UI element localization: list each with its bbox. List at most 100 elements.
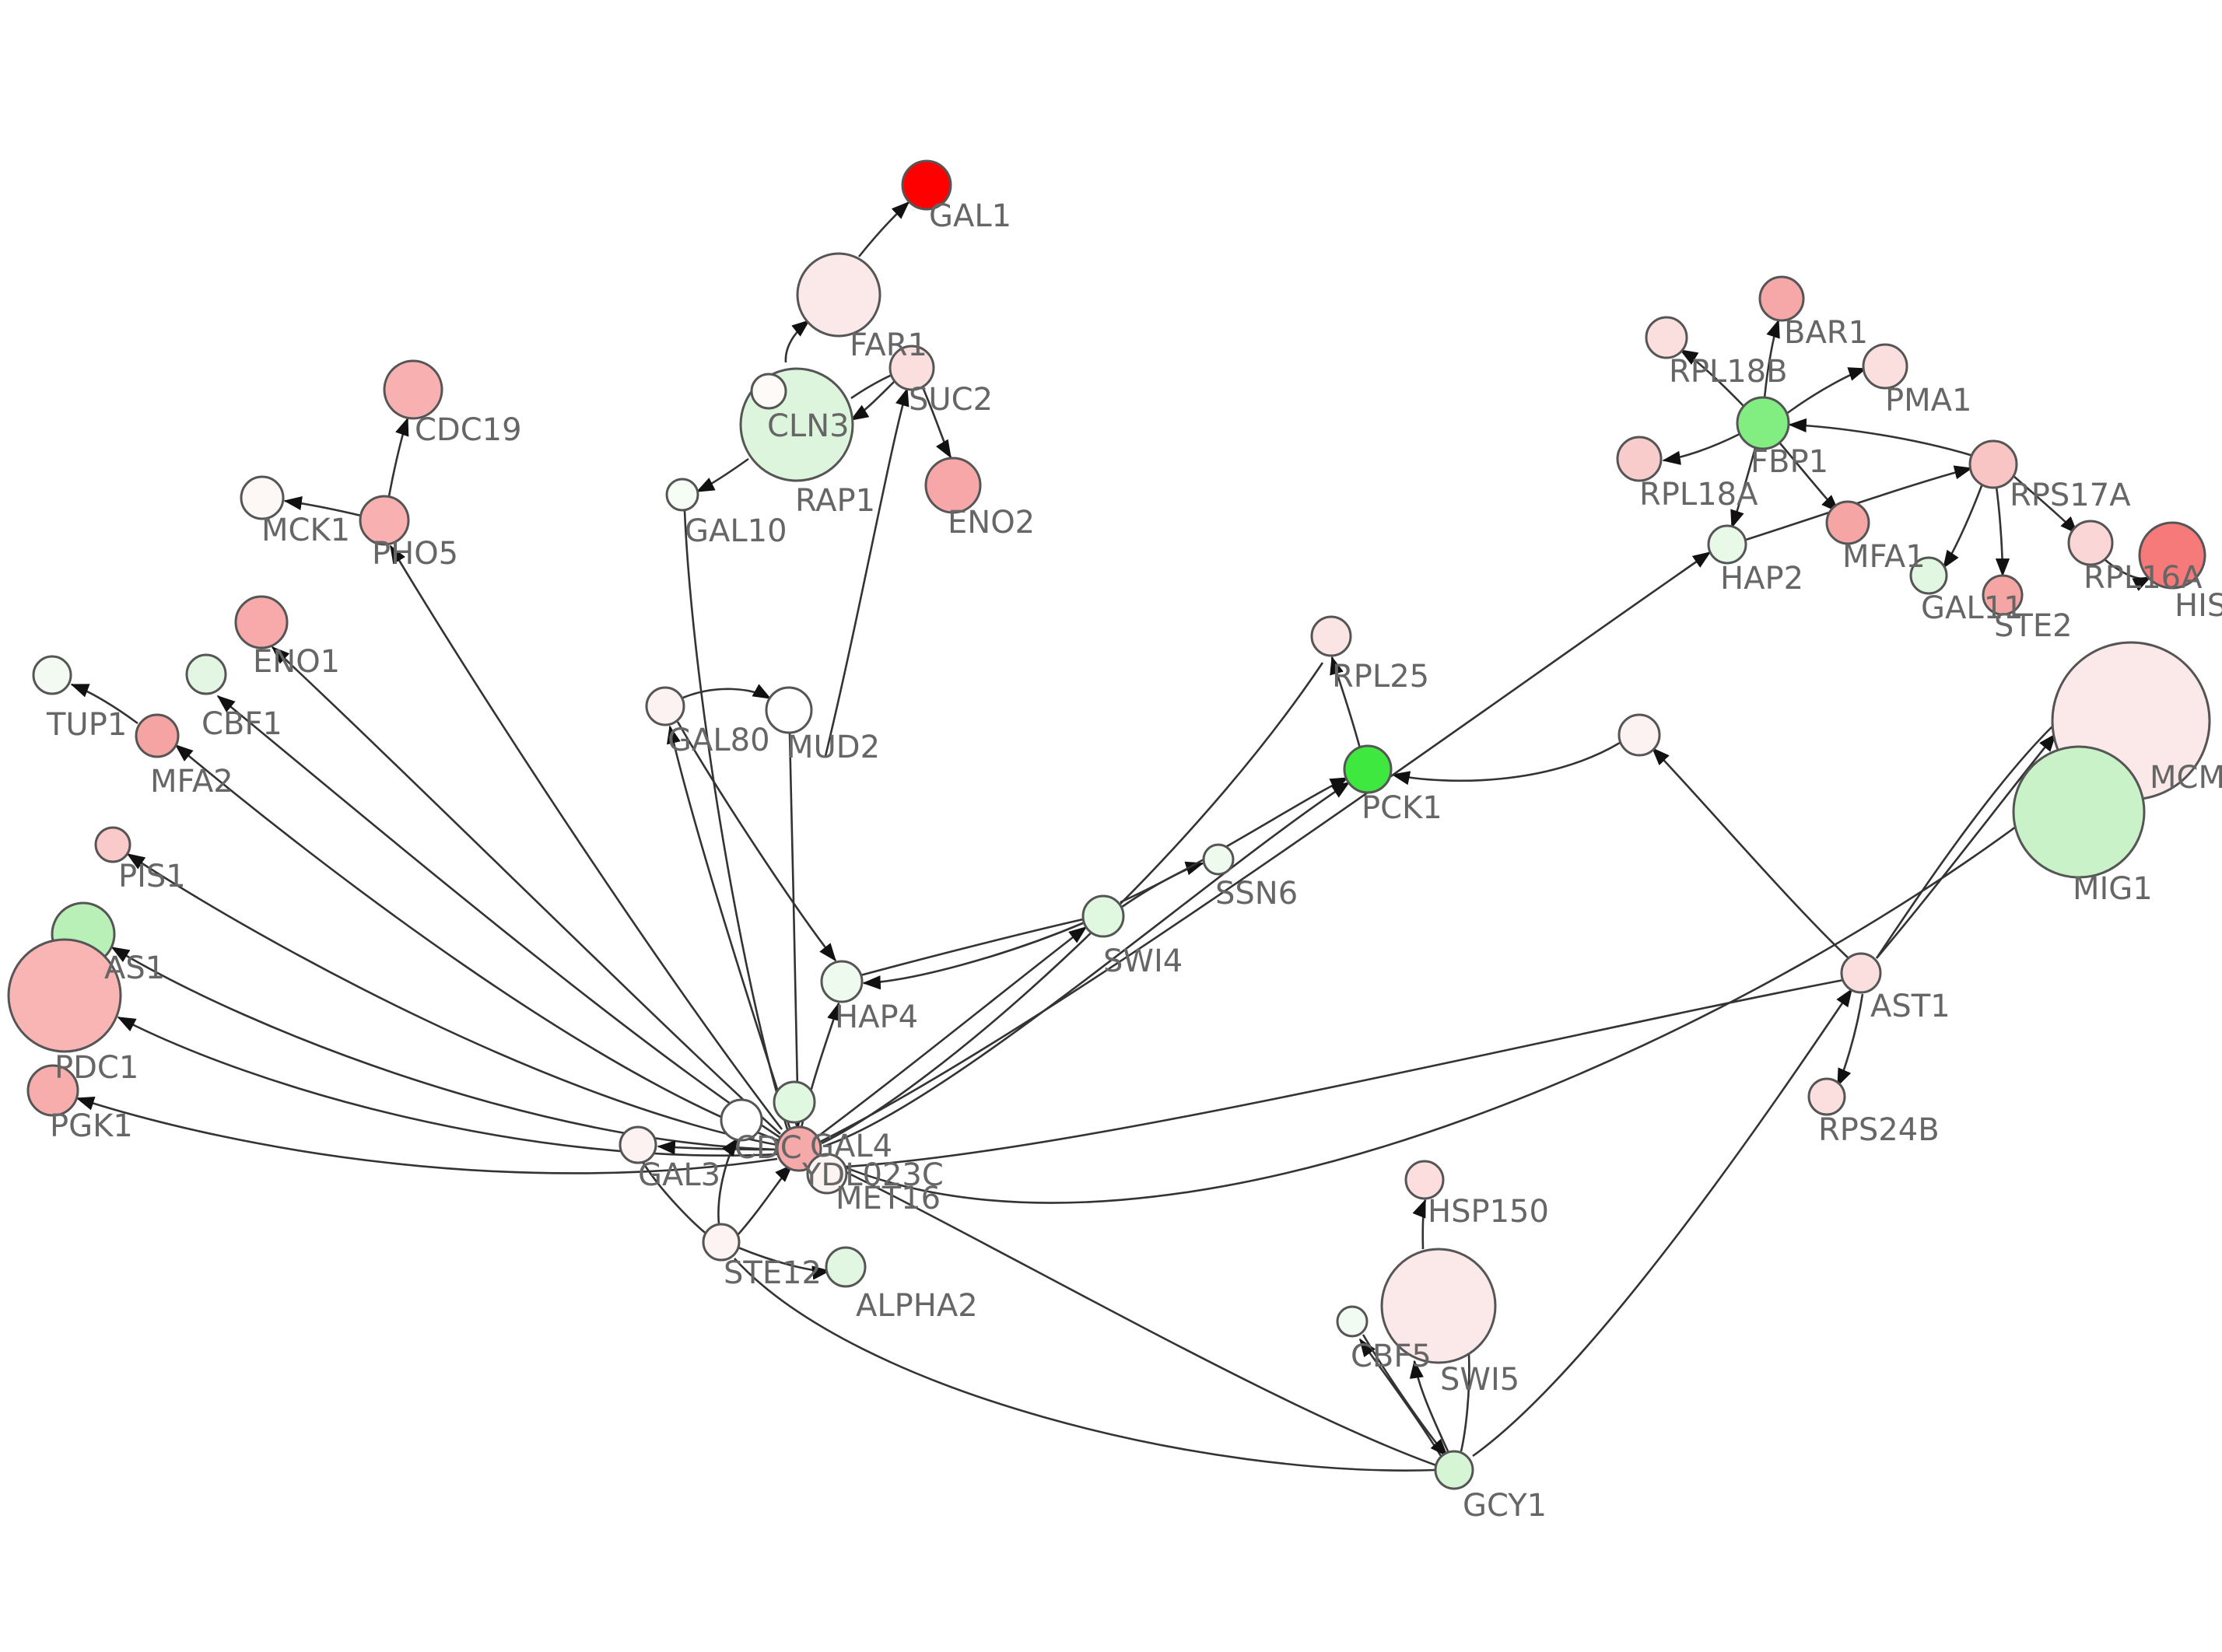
node-label-pho5: PHO5 [372,536,458,572]
node-rap1[interactable] [750,373,787,410]
node-rpl18b[interactable] [1645,316,1688,359]
edge-HAP4-to-SWI4 [860,918,1084,977]
node-label-pck1: PCK1 [1362,790,1442,826]
node-gal80[interactable] [645,686,685,726]
node-cbf5[interactable] [1336,1305,1369,1338]
node-pck1[interactable] [1343,744,1393,794]
node-gal4[interactable] [776,1125,822,1172]
edge-GAL80-to-MUD2 [682,684,772,700]
edge-AST1-to-RPS24B [1836,993,1864,1087]
edge-FBP1-to-PMA1 [1786,367,1867,415]
edge-GAL4-to-GCY1 [818,1157,1437,1467]
node-his4[interactable] [2138,521,2206,590]
node-rpl16a[interactable] [2067,520,2114,566]
node-label-alpha2: ALPHA2 [856,1288,978,1324]
node-label-tup1: TUP1 [46,707,127,743]
edge-STE12-to-GAL4 [737,1164,794,1236]
node-gal3[interactable] [619,1125,657,1164]
node-pdc1[interactable] [7,938,122,1053]
node-pho5[interactable] [359,495,410,546]
node-label-swi4: SWI4 [1103,943,1183,979]
edge-MUD2-to-GAL4 [788,733,805,1128]
node-label-ast1: AST1 [1870,989,1950,1024]
node-label-far1: FAR1 [850,327,927,363]
edge-GAL4-to-RPL25b [821,662,1324,1145]
node-pma1[interactable] [1862,343,1908,390]
node-gcy1[interactable] [1434,1450,1474,1490]
node-suc2[interactable] [888,345,935,391]
node-eno2[interactable] [924,457,982,514]
node-label-rap1: RAP1 [795,483,875,519]
node-label-suc2: SUC2 [909,382,993,418]
node-eno1[interactable] [234,595,289,649]
node-cdc19[interactable] [383,359,443,420]
node-label-cbf5: CBF5 [1351,1339,1432,1374]
edge-GAL4-to-MCM1 [818,784,2070,1204]
node-label-met16: MET16 [836,1181,941,1216]
node-label-ydl023c: YDL023C [801,1157,944,1193]
node-alpha2[interactable] [825,1246,867,1288]
edge-CLN3-to-GAL10 [696,457,749,493]
node-rps24b[interactable] [1807,1077,1846,1116]
node-tup1[interactable] [32,655,72,695]
edge-AST1-to-HUB_RT [1651,747,1849,959]
node-swi4[interactable] [1081,894,1125,938]
edge-SWI4-to-PCK1 [1120,776,1349,904]
edge-RPS17A-to-FBP1 [1788,418,1974,457]
node-mck1[interactable] [240,475,285,520]
node-mud2[interactable] [765,686,813,734]
edge-SWI5-to-GCY1 [1460,1353,1470,1452]
node-mig1[interactable] [2012,745,2146,879]
node-label-hap4: HAP4 [835,999,918,1035]
node-fbp1[interactable] [1736,396,1790,450]
node-label-eno1: ENO1 [253,644,340,680]
node-hsp150[interactable] [1404,1160,1445,1200]
edge-GAL4-to-PGK1 [75,1097,778,1174]
node-ssn6[interactable] [1202,843,1235,876]
node-label-ste2: STE2 [1994,608,2073,644]
edge-CLN3-to-FAR1 [784,319,811,363]
node-mfa2[interactable] [135,713,180,758]
edge-GAL4-to-PIS1 [126,852,778,1146]
node-label-ste12: STE12 [724,1255,822,1291]
node-gal10[interactable] [665,478,699,512]
node-cbf1[interactable] [185,653,227,695]
node-label-pis1: PIS1 [118,859,186,894]
edge-AST1-to-MCM1 [1876,733,2057,959]
nodes-layer [7,159,2211,1490]
node-pis1[interactable] [94,826,131,863]
node-ast1[interactable] [1840,952,1882,994]
node-hap2[interactable] [1707,524,1747,565]
node-hub_rt[interactable] [1617,713,1661,757]
node-label-hap2: HAP2 [1720,561,1803,597]
node-cdc_hid[interactable] [720,1098,763,1142]
edge-FAR1-to-GAL1 [857,201,910,257]
node-label-rpl25: RPL25 [1332,659,1429,695]
node-bar1[interactable] [1758,275,1805,322]
node-gal11[interactable] [1909,556,1948,595]
node-pgk1[interactable] [26,1064,79,1117]
node-ste12[interactable] [702,1223,741,1262]
node-met16[interactable] [773,1080,816,1124]
node-mfa1[interactable] [1825,500,1870,545]
node-far1[interactable] [796,252,881,338]
node-hap4[interactable] [820,960,864,1003]
node-rps17a[interactable] [1968,439,2018,489]
edge-GAL4-to-HAP2 [819,551,1712,1143]
node-ste2[interactable] [1982,574,2024,616]
node-gal1[interactable] [901,159,952,211]
edge-GAL4-to-GAL80 [667,725,791,1129]
node-rpl18a[interactable] [1616,436,1663,482]
node-label-gal4: GAL4 [810,1129,892,1164]
node-swi5[interactable] [1380,1248,1497,1364]
edge-SUC2-to-CLN3 [850,380,895,422]
edge-GAL4-to-SWI4 [816,926,1088,1139]
node-label-cdc_hid: CDC [734,1130,802,1166]
edge-YDL023C-to-GAL4 [844,977,1852,1168]
node-rpl25[interactable] [1310,615,1352,657]
edge-HUB_RT-to-PCK1 [1391,741,1621,786]
edge-PCK1-to-RPL25 [1330,656,1362,749]
node-label-fbp1: FBP1 [1751,444,1828,480]
edge-CBF5-to-GCY1 [1362,1334,1449,1458]
node-ydl023c[interactable] [806,1153,848,1195]
